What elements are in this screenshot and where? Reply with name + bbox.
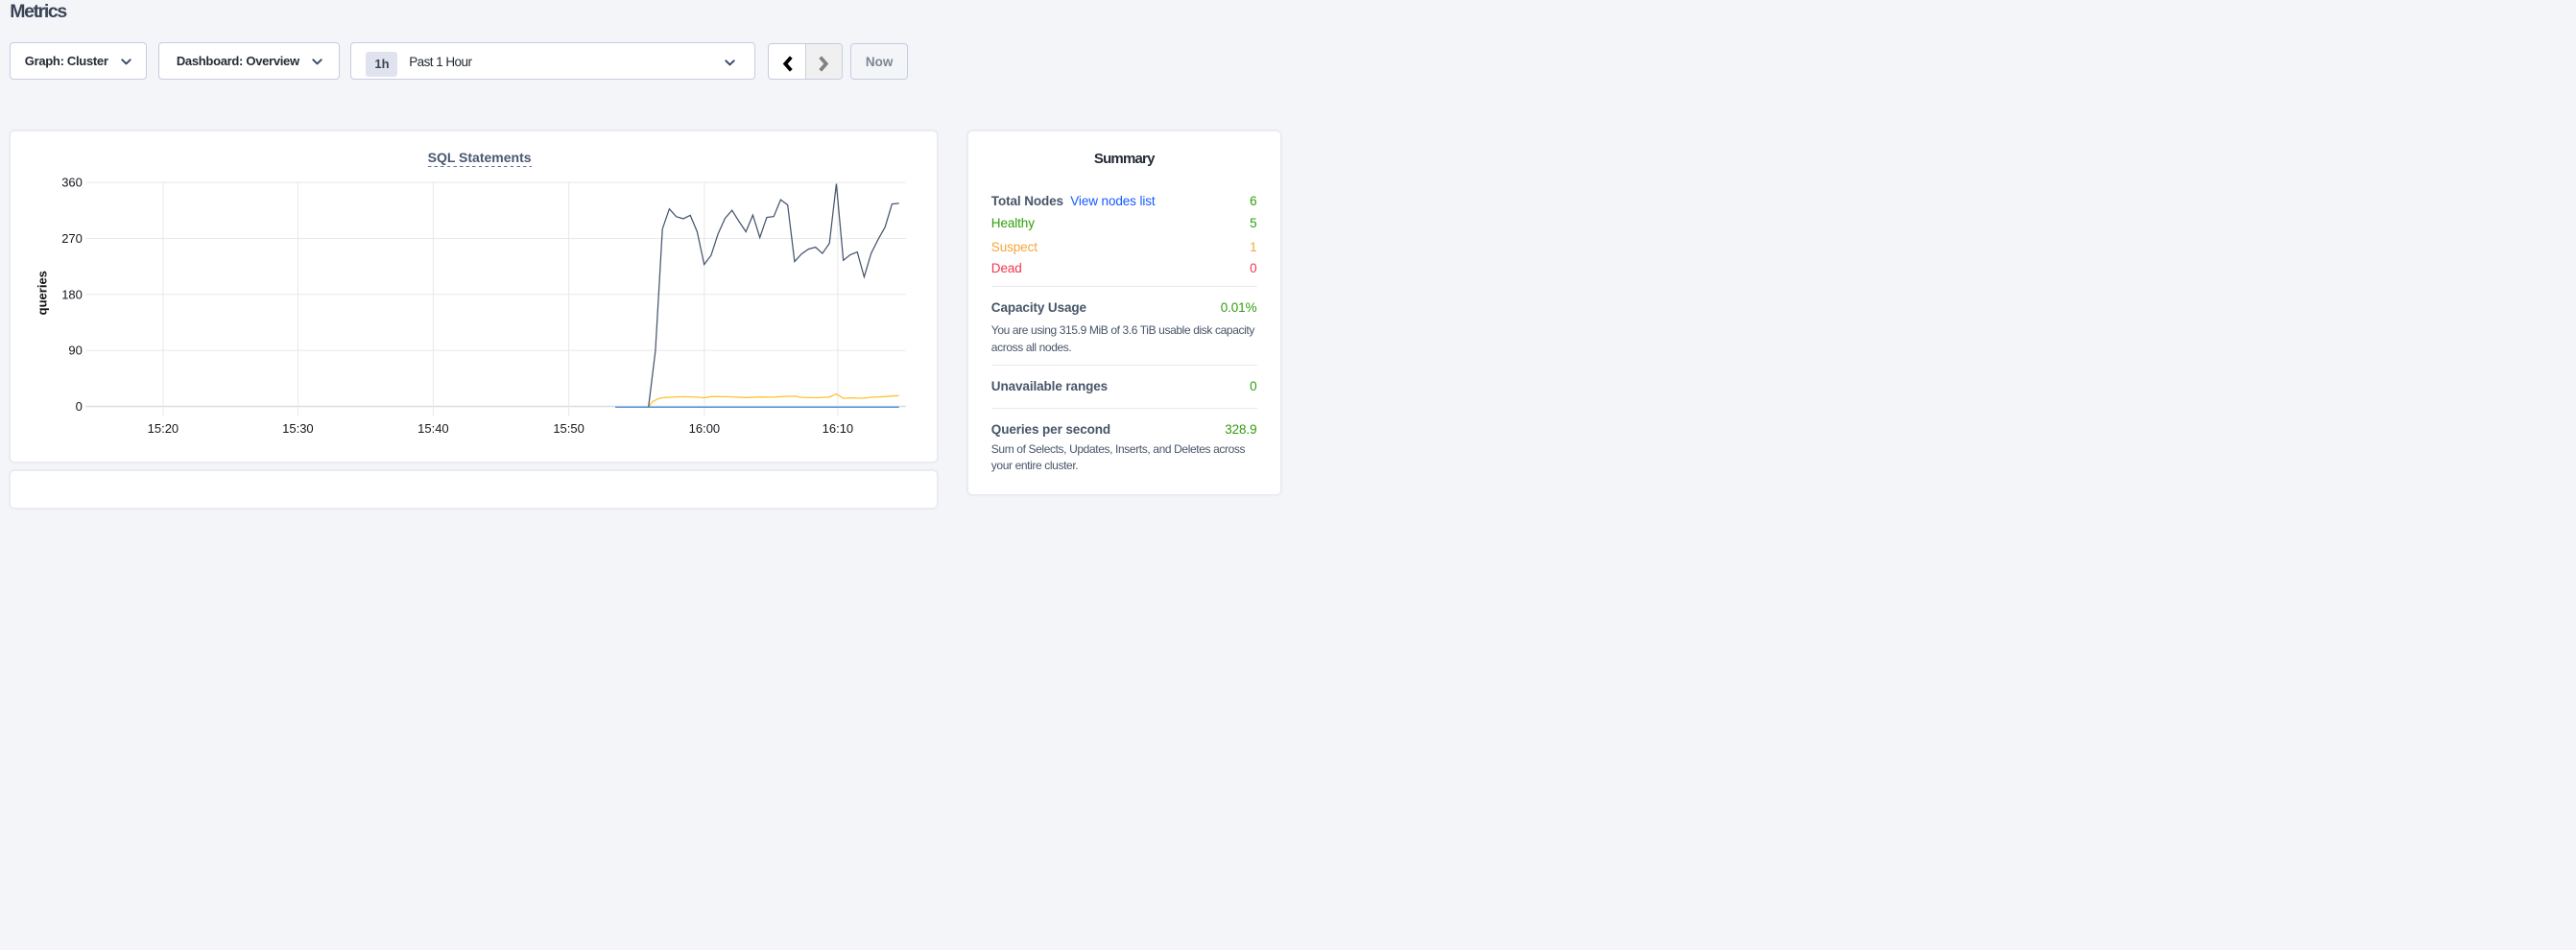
svg-text:90: 90 <box>69 344 83 358</box>
svg-text:15:40: 15:40 <box>417 421 449 436</box>
svg-text:16:00: 16:00 <box>689 421 721 436</box>
svg-text:0: 0 <box>76 399 83 414</box>
svg-text:360: 360 <box>61 176 83 190</box>
svg-text:15:30: 15:30 <box>282 421 314 436</box>
svg-text:15:20: 15:20 <box>148 421 179 436</box>
svg-text:queries: queries <box>35 271 49 315</box>
svg-text:15:50: 15:50 <box>553 421 584 436</box>
svg-text:180: 180 <box>61 288 83 302</box>
svg-text:270: 270 <box>61 231 83 246</box>
svg-text:16:10: 16:10 <box>823 421 854 436</box>
